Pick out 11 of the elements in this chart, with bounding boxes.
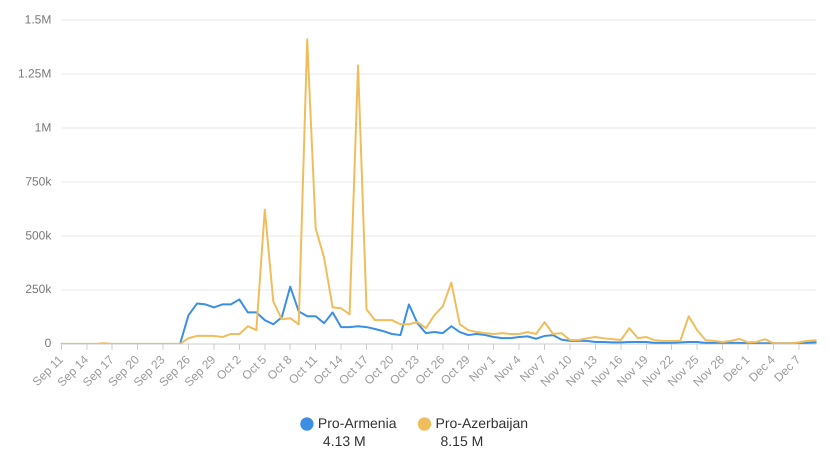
text: 8.15 M [440,432,484,449]
y-tick-label: 500k [25,228,52,242]
y-tick-label: 750k [25,174,52,188]
y-tick-label: 1M [34,120,52,134]
y-tick-label: 250k [25,282,52,296]
text: 4.13 M [322,432,366,449]
y-tick-label: 1.25M [18,66,52,80]
legend-label: Pro-Armenia [318,414,397,431]
y-tick-label: 0 [44,336,52,350]
y-tick-label: 1.5M [24,12,52,26]
legend-label: Pro-Azerbaijan [435,414,528,431]
